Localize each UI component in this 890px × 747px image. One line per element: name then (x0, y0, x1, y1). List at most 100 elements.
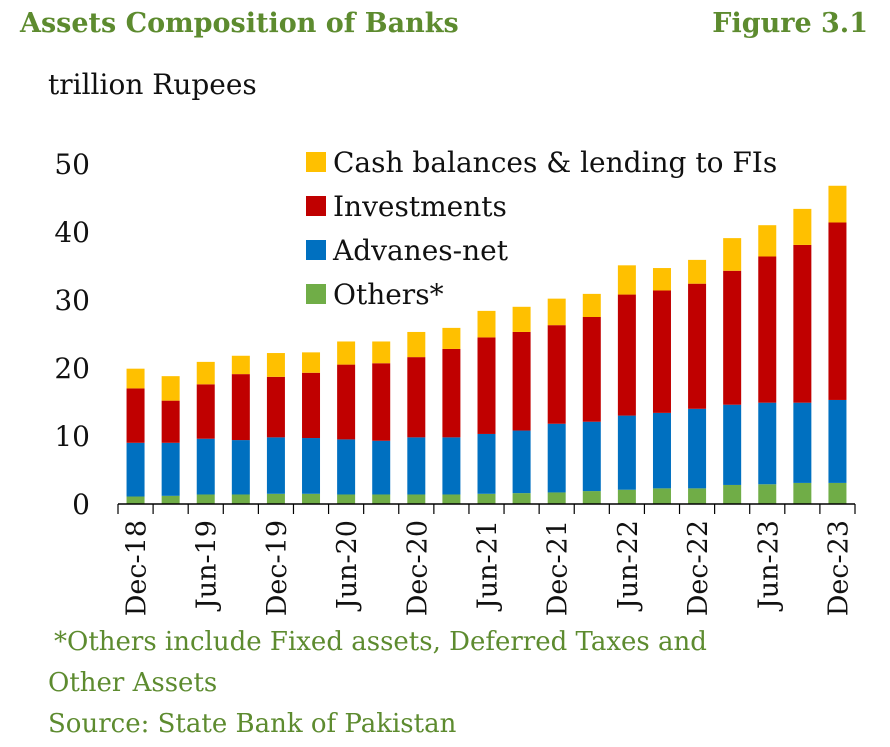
bar-segment (477, 337, 496, 434)
bar-segment (126, 442, 145, 497)
x-tick-label: Jun-21 (473, 520, 504, 612)
bar-segment (617, 489, 636, 504)
y-tick-label: 10 (54, 420, 90, 453)
bar-segment (793, 402, 812, 483)
bar-segment (477, 310, 496, 338)
legend-label: Investments (333, 190, 507, 223)
footnote-line-2: Other Assets (48, 668, 218, 698)
x-tick-label: Dec-22 (683, 520, 714, 616)
bar-segment (688, 283, 707, 409)
bar-segment (723, 270, 742, 405)
bar-segment (758, 484, 777, 504)
source-note: Source: State Bank of Pakistan (48, 709, 457, 739)
bar-segment (828, 222, 847, 400)
y-tick-label: 40 (54, 216, 90, 249)
bar-segment (547, 325, 566, 424)
x-tick-label: Dec-19 (262, 520, 293, 616)
bar-segment (582, 421, 601, 492)
bar-segment (723, 484, 742, 504)
bar-segment (231, 494, 250, 504)
legend-label: Advanes-net (332, 234, 509, 267)
bar-segment (231, 440, 250, 495)
legend-swatch (306, 152, 326, 172)
bars-group (126, 185, 847, 504)
bar-segment (758, 402, 777, 485)
bar-segment (196, 384, 215, 439)
bar-segment (407, 437, 426, 495)
bar-segment (723, 238, 742, 271)
bar-segment (196, 494, 215, 504)
chart-title: Assets Composition of Banks (20, 8, 459, 39)
x-axis: Dec-18 Jun-19 Dec-19 Jun-20 Dec-20 Jun-21 Dec-… (117, 503, 856, 616)
bar-segment (652, 412, 671, 489)
bar-segment (652, 488, 671, 504)
legend-label: Cash balances & lending to FIs (333, 146, 777, 179)
bar-segment (617, 265, 636, 295)
legend-swatch (306, 196, 326, 216)
bar-segment (547, 423, 566, 493)
y-axis: 0 10 20 30 40 50 (54, 148, 90, 521)
bar-segment (337, 364, 356, 440)
bar-segment (652, 268, 671, 291)
bar-segment (512, 306, 531, 332)
unit-label: trillion Rupees (48, 68, 257, 101)
y-tick-label: 20 (54, 352, 90, 385)
bar-segment (231, 355, 250, 375)
x-tick-label: Jun-22 (613, 520, 644, 612)
x-tick-label: Jun-23 (753, 520, 784, 612)
bar-segment (302, 438, 321, 494)
bar-segment (512, 430, 531, 494)
bar-segment (547, 492, 566, 504)
bar-segment (161, 400, 180, 443)
y-tick-label: 50 (54, 148, 90, 181)
bar-segment (231, 374, 250, 441)
bar-segment (266, 437, 285, 494)
bar-segment (126, 368, 145, 389)
footnote: *Others include Fixed assets, Deferred T… (48, 622, 707, 745)
bar-segment (126, 496, 145, 504)
bar-segment (372, 363, 391, 441)
bar-segment (442, 494, 461, 504)
y-tick-label: 0 (72, 488, 90, 521)
bar-segment (337, 494, 356, 504)
x-tick-label: Jun-19 (192, 520, 223, 612)
y-tick-label: 30 (54, 284, 90, 317)
bar-segment (617, 294, 636, 416)
legend-swatch (306, 284, 326, 304)
legend-swatch (306, 240, 326, 260)
bar-segment (582, 293, 601, 317)
bar-segment (477, 493, 496, 504)
legend-label: Others* (333, 278, 444, 311)
x-tick-label: Dec-20 (402, 520, 433, 616)
bar-segment (758, 225, 777, 257)
bar-segment (372, 494, 391, 504)
bar-segment (828, 185, 847, 223)
bar-segment (828, 399, 847, 483)
bar-segment (302, 493, 321, 504)
bar-segment (266, 376, 285, 438)
bar-segment (442, 327, 461, 349)
bar-segment (793, 208, 812, 245)
bar-segment (407, 357, 426, 438)
bar-segment (126, 388, 145, 443)
bar-segment (161, 376, 180, 401)
footnote-line-1: *Others include Fixed assets, Deferred T… (54, 627, 707, 657)
bar-segment (547, 298, 566, 326)
bar-segment (161, 442, 180, 496)
bar-segment (442, 348, 461, 438)
bar-segment (337, 439, 356, 495)
bar-segment (793, 244, 812, 403)
bar-segment (302, 352, 321, 373)
bar-segment (266, 353, 285, 377)
bar-segment (196, 438, 215, 495)
bar-segment (582, 317, 601, 422)
legend: Cash balances & lending to FIs Investment… (306, 146, 777, 311)
bar-segment (372, 341, 391, 364)
bar-segment (477, 433, 496, 494)
bar-segment (196, 361, 215, 385)
bar-segment (828, 482, 847, 504)
bar-segment (512, 331, 531, 431)
bar-segment (617, 415, 636, 490)
bar-segment (161, 495, 180, 504)
